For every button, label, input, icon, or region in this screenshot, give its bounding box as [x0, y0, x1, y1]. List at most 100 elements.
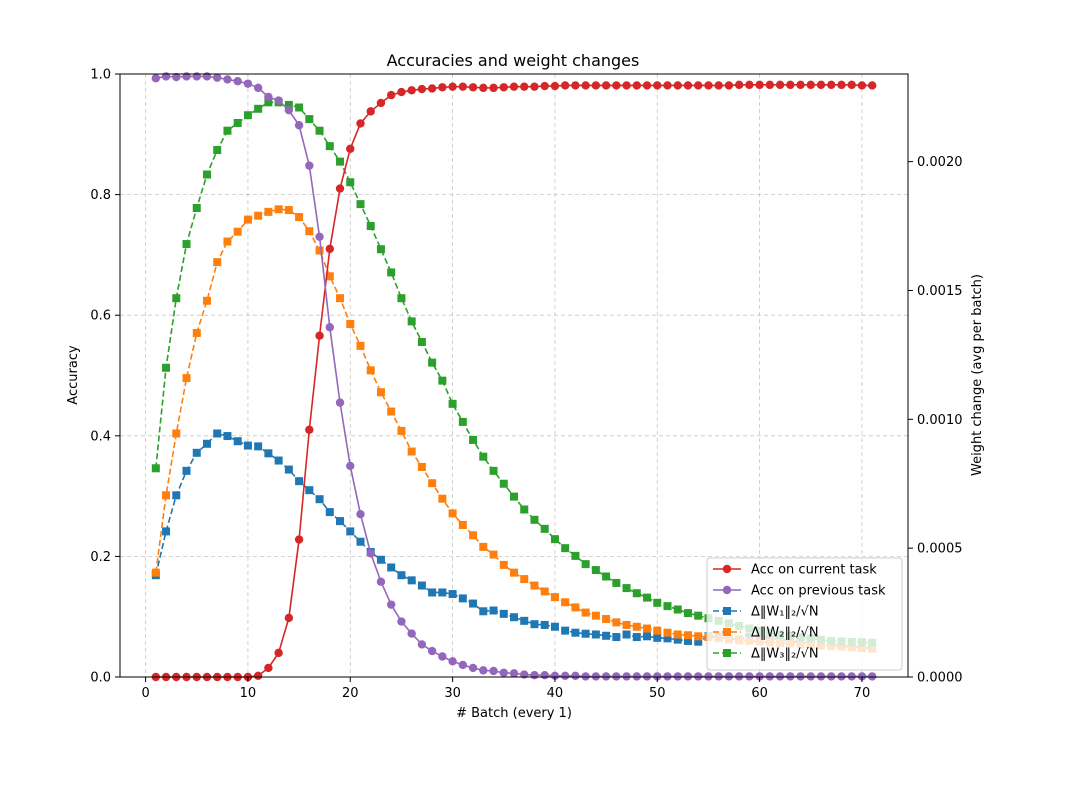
series-3-point: [387, 407, 396, 416]
series-0-point: [837, 80, 846, 90]
series-3-point: [151, 568, 160, 577]
y-tick-label: 1.0: [90, 68, 111, 83]
series-4-point: [397, 294, 406, 303]
series-3-point: [376, 388, 385, 397]
series-2-point: [336, 517, 345, 526]
legend-marker: [723, 628, 731, 636]
series-3-point: [295, 213, 304, 222]
series-0-point: [663, 81, 672, 90]
series-1-point: [520, 670, 529, 679]
series-0-point: [305, 425, 314, 434]
series-4-point: [233, 118, 242, 127]
series-3-point: [305, 227, 314, 236]
series-0-point: [397, 87, 406, 97]
series-2-point: [602, 631, 611, 640]
series-2-point: [683, 636, 692, 645]
series-0-point: [427, 84, 437, 93]
series-1-point: [397, 617, 406, 626]
series-4-point: [663, 602, 672, 611]
series-3-point: [643, 624, 652, 633]
series-4-point: [428, 358, 437, 367]
x-tick-label: 10: [240, 686, 257, 701]
series-1-point: [213, 73, 222, 82]
series-4-point: [325, 142, 334, 151]
x-axis-label: # Batch (every 1): [456, 706, 572, 721]
series-4-point: [643, 593, 652, 602]
series-1-point: [816, 672, 826, 681]
series-0-point: [653, 81, 662, 90]
series-4-point: [254, 104, 263, 113]
series-1-point: [223, 75, 232, 84]
series-1-point: [294, 121, 304, 130]
series-1-point: [601, 672, 611, 681]
series-1-point: [765, 672, 775, 681]
series-1-point: [745, 672, 754, 681]
series-1-point: [581, 672, 590, 681]
series-4-point: [591, 566, 600, 575]
legend-marker: [722, 564, 732, 574]
y-tick-label: 0.0: [90, 671, 111, 686]
series-1-point: [714, 672, 723, 681]
series-1-point: [417, 640, 427, 649]
series-2-point: [295, 477, 304, 486]
series-3-point: [192, 328, 201, 337]
series-4-point: [336, 157, 345, 166]
series-3-point: [469, 531, 478, 540]
series-3-point: [540, 587, 549, 596]
series-4-point: [223, 126, 232, 135]
series-1-point: [694, 672, 703, 681]
series-1-point: [509, 669, 519, 678]
series-3-point: [653, 626, 662, 635]
series-1-point: [683, 672, 693, 681]
series-4-point: [520, 505, 529, 514]
series-1-point: [233, 77, 242, 86]
series-2-point: [182, 466, 191, 475]
series-3-point: [356, 341, 365, 350]
series-4-point: [192, 204, 201, 212]
series-0-point: [366, 107, 375, 116]
series-3-point: [182, 374, 191, 383]
series-2-point: [612, 633, 621, 642]
series-0-point: [417, 84, 427, 94]
legend-label: Δ‖W₃‖₂/√N: [751, 647, 819, 662]
series-0-point: [755, 80, 764, 90]
series-3-point: [694, 632, 703, 641]
series-4-point: [295, 103, 304, 112]
series-0-point: [530, 82, 539, 91]
series-0-point: [264, 663, 273, 673]
series-1-point: [612, 672, 621, 681]
series-3-point: [346, 319, 355, 328]
series-1-point: [182, 72, 191, 81]
series-2-point: [540, 620, 549, 629]
series-4-point: [172, 294, 181, 303]
series-4-point: [284, 100, 293, 109]
series-3-point: [581, 608, 590, 617]
series-0-point: [694, 81, 703, 90]
series-2-point: [305, 486, 314, 495]
series-4-point: [162, 363, 171, 372]
series-4-point: [356, 200, 365, 209]
series-0-point: [315, 331, 324, 340]
series-0-point: [612, 81, 621, 90]
series-layer: [151, 72, 877, 682]
series-0-point: [479, 83, 488, 93]
series-0-point: [448, 82, 457, 91]
series-3-point: [663, 628, 672, 637]
series-1-point: [243, 79, 253, 88]
series-3-point: [448, 509, 457, 518]
series-2-point: [346, 527, 355, 536]
series-1-point: [438, 652, 447, 661]
series-4-point: [602, 572, 611, 581]
series-4-point: [438, 376, 447, 385]
chart-title: Accuracies and weight changes: [387, 51, 640, 70]
series-3-point: [561, 598, 570, 607]
legend-label: Acc on previous task: [751, 584, 886, 599]
series-0-point: [601, 81, 611, 90]
series-4-point: [622, 584, 631, 593]
series-2-point: [172, 491, 181, 500]
series-3-point: [407, 447, 416, 456]
legend-marker: [722, 585, 732, 595]
series-2-point: [264, 449, 273, 458]
series-3-point: [315, 246, 324, 255]
series-2-point: [469, 599, 478, 608]
